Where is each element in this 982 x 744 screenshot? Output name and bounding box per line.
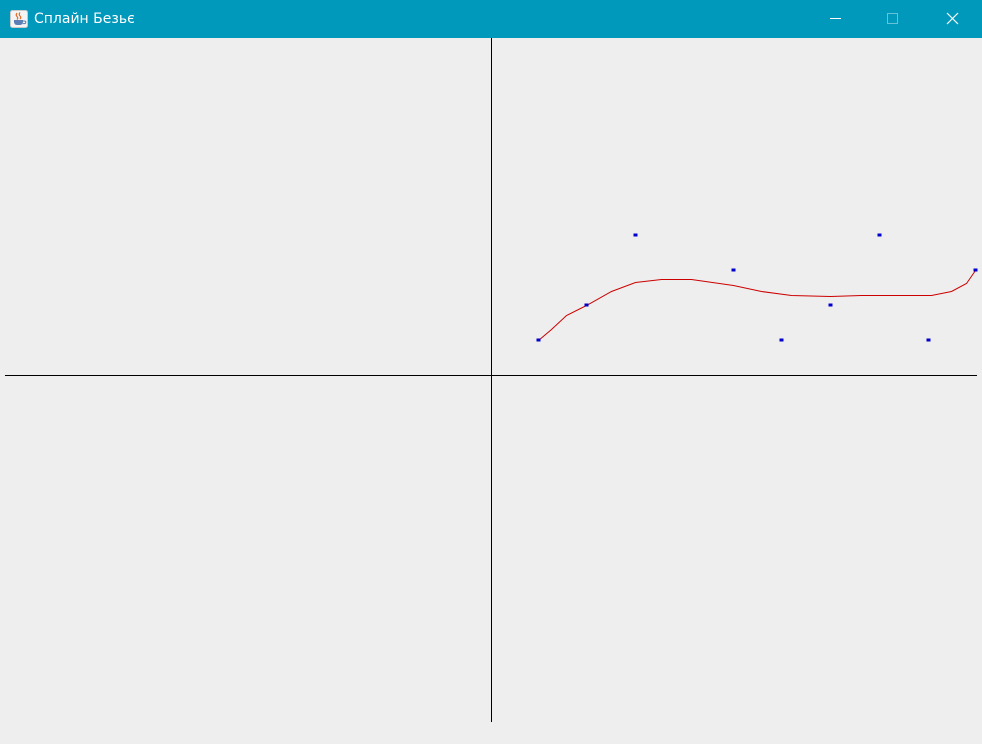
minimize-button[interactable] [806, 0, 864, 38]
control-point [828, 303, 833, 307]
control-point [973, 268, 978, 272]
maximize-icon [887, 13, 898, 24]
bezier-curve [538, 270, 976, 341]
control-point [584, 303, 589, 307]
control-point [536, 338, 541, 342]
maximize-button[interactable] [864, 0, 922, 38]
control-point [779, 338, 784, 342]
close-button[interactable] [922, 0, 982, 38]
java-cup-icon [10, 10, 28, 28]
window-title: Сплайн Безьє [34, 11, 135, 27]
control-point [877, 233, 882, 237]
bezier-plot [5, 38, 978, 722]
control-points [536, 233, 978, 342]
control-point [633, 233, 638, 237]
close-icon [946, 12, 959, 25]
control-point [731, 268, 736, 272]
minimize-icon [830, 18, 841, 19]
title-bar: Сплайн Безьє [0, 0, 982, 38]
control-point [926, 338, 931, 342]
drawing-canvas [0, 38, 982, 740]
